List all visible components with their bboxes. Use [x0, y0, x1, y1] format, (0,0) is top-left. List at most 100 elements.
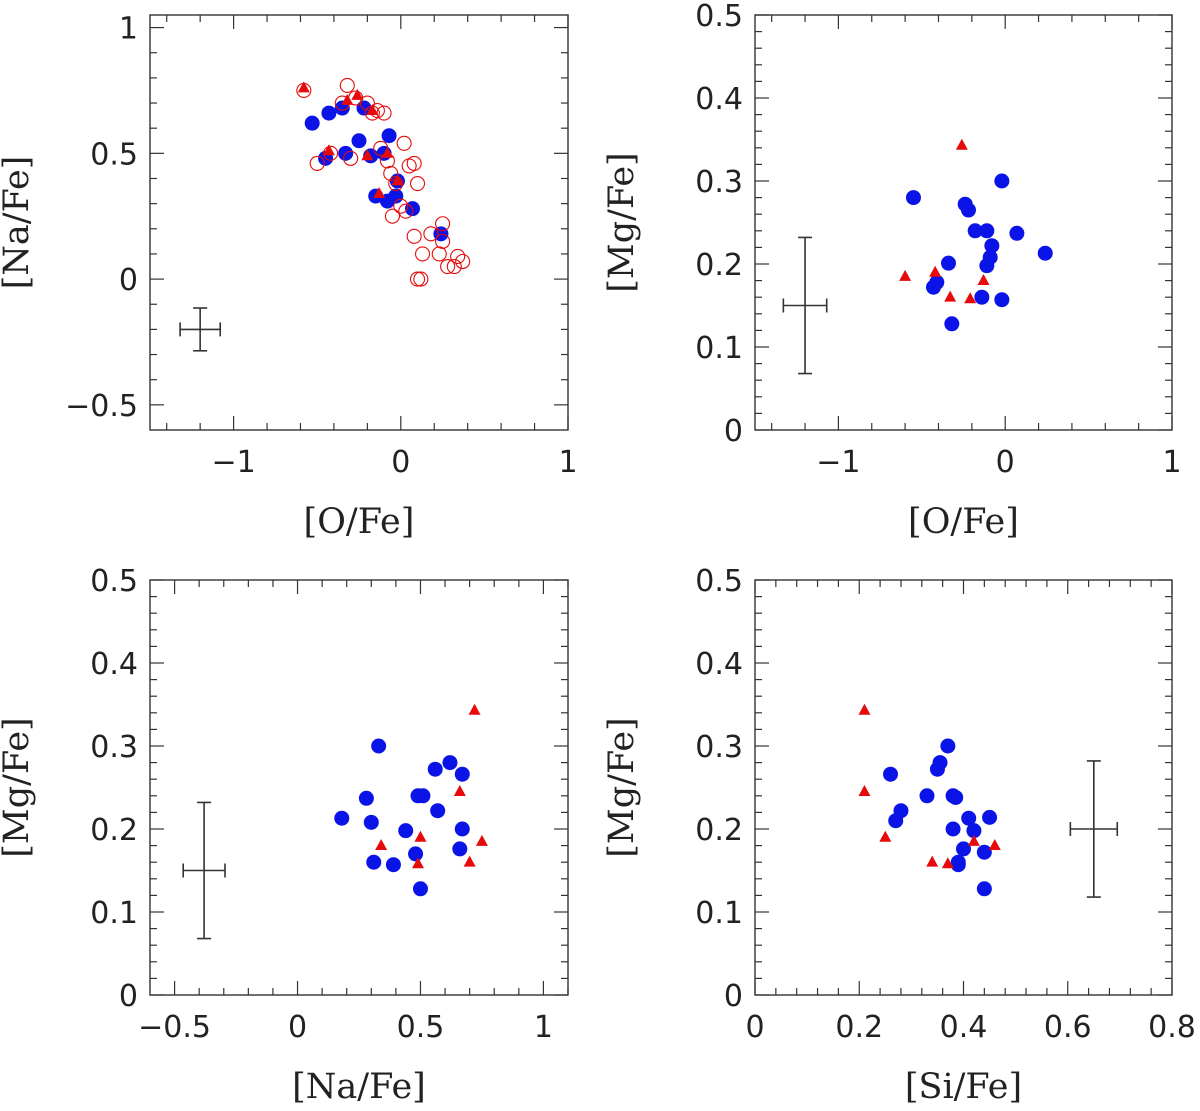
- panel-na-vs-o-open-red-point: [435, 216, 451, 232]
- panel-na-vs-o-blue-point: [321, 105, 337, 121]
- panel-mg-vs-o-frame: [754, 14, 1173, 431]
- panel-mg-vs-na-red-triangle: [463, 855, 476, 867]
- panel-mg-vs-o-y-tick-label: 0.1: [695, 331, 743, 366]
- panel-mg-vs-si-blue-point: [940, 738, 956, 754]
- panel-mg-vs-si-blue-point: [976, 881, 992, 897]
- panel-mg-vs-o-y-tick-label: 0: [724, 414, 743, 449]
- panel-na-vs-o-open-red-point: [406, 155, 422, 171]
- panel-mg-vs-si-blue-point: [945, 821, 961, 837]
- panel-mg-vs-si-blue-point: [982, 809, 998, 825]
- panel-mg-vs-na-red-triangle: [412, 857, 425, 869]
- panel-mg-vs-na-blue-point: [427, 761, 443, 777]
- panel-mg-vs-na-red-triangle: [468, 703, 481, 715]
- panel-na-vs-o-open-red-point: [309, 155, 325, 171]
- panel-na-vs-o-error-bar: [179, 307, 222, 352]
- panel-mg-vs-o-red-triangle: [955, 138, 968, 150]
- panel-na-vs-o-open-red-point: [398, 203, 414, 219]
- panel-mg-vs-na-red-triangle: [475, 834, 488, 846]
- panel-mg-vs-si-blue-point: [961, 810, 977, 826]
- panel-mg-vs-na-blue-point: [363, 814, 379, 830]
- panel-mg-vs-o-blue-point: [994, 173, 1010, 189]
- panel-mg-vs-na-y-tick-label: 0.5: [90, 564, 138, 599]
- panel-na-vs-o-open-red-point: [384, 208, 400, 224]
- panel-mg-vs-si-frame: [754, 579, 1173, 996]
- panel-mg-vs-na-y-tick-label: 0: [119, 979, 138, 1014]
- panel-mg-vs-si: 0 0.2 0.4 0.6 0.8 0 0.1 0.2 0.3 0.4 0.5 [Si/Fe] [Mg/…: [602, 564, 1196, 1107]
- panel-mg-vs-o-y-tick-label: 0.2: [695, 248, 743, 283]
- panel-na-vs-o-open-red-point: [359, 95, 375, 111]
- panel-na-vs-o-red-triangle: [361, 149, 374, 161]
- panel-na-vs-o-open-red-point: [406, 228, 422, 244]
- panel-mg-vs-si-red-triangle: [988, 839, 1001, 850]
- panel-mg-vs-na-red-triangle: [414, 830, 427, 842]
- panel-mg-vs-si-red-triangle: [967, 834, 980, 846]
- panel-mg-vs-si-x-axis-label: [Si/Fe]: [905, 1067, 1022, 1107]
- panel-mg-vs-o-y-tick-label: 0.4: [695, 82, 743, 117]
- panel-mg-vs-o-red-triangle: [944, 290, 957, 302]
- panel-mg-vs-na-red-triangle: [453, 785, 466, 797]
- panel-mg-vs-o-y-axis-label: [Mg/Fe]: [602, 152, 642, 292]
- panel-na-vs-o-open-red-point: [343, 150, 359, 166]
- panel-mg-vs-o-blue-point: [974, 289, 990, 305]
- panel-na-vs-o-red-triangle: [381, 146, 394, 158]
- panel-mg-vs-o-blue-point: [944, 316, 960, 332]
- panel-na-vs-o-open-red-point: [388, 175, 404, 192]
- panel-mg-vs-si-blue-point: [950, 857, 966, 873]
- panel-na-vs-o-open-red-point: [396, 135, 412, 151]
- panel-na-vs-o-red-triangle: [373, 186, 386, 198]
- panel-na-vs-o-open-red-point: [455, 253, 471, 270]
- panel-mg-vs-o-x-axis-label: [O/Fe]: [908, 502, 1019, 542]
- panel-mg-vs-o-x-tick-label: 0: [996, 445, 1015, 480]
- panel-mg-vs-si-red-triangle: [926, 855, 939, 867]
- panel-mg-vs-o-red-triangle: [977, 274, 990, 285]
- panel-mg-vs-si-y-axis-label: [Mg/Fe]: [602, 717, 642, 857]
- panel-mg-vs-o-blue-point: [929, 274, 945, 290]
- panel-mg-vs-si-blue-point: [956, 841, 971, 857]
- panel-mg-vs-si-x-tick-label: 0: [745, 1010, 764, 1045]
- panel-mg-vs-o-x-tick-label: −1: [816, 445, 860, 480]
- panel-na-vs-o-y-tick-label: 1: [119, 12, 138, 47]
- panel-mg-vs-na-blue-point: [442, 755, 458, 771]
- panel-na-vs-o-open-red-point: [440, 258, 456, 275]
- panel-mg-vs-na-y-tick-label: 0.2: [90, 813, 138, 848]
- panel-mg-vs-na-blue-point: [412, 881, 428, 897]
- panel-mg-vs-si-blue-point: [966, 823, 982, 839]
- panel-mg-vs-na-blue-point: [385, 857, 401, 873]
- panel-na-vs-o-red-triangle: [391, 174, 404, 186]
- panel-mg-vs-na-error-bar: [182, 801, 226, 940]
- panel-mg-vs-si-error-bar: [1069, 760, 1119, 898]
- panel-na-vs-o-open-red-point: [414, 246, 431, 262]
- panel-na-vs-o-red-triangle: [341, 93, 354, 105]
- panel-mg-vs-si-x-tick-label: 0.6: [1044, 1010, 1092, 1045]
- panel-mg-vs-na-x-tick-label: 1: [534, 1010, 553, 1045]
- panel-na-vs-o-blue-point: [381, 128, 397, 144]
- panel-mg-vs-o: −1 0 1 0 0.1 0.2 0.3 0.4 0.5 [O/Fe] [Mg/Fe]: [602, 0, 1182, 542]
- panel-na-vs-o-blue-point: [351, 133, 367, 149]
- panel-mg-vs-na-x-axis-label: [Na/Fe]: [292, 1067, 426, 1107]
- panel-mg-vs-si-red-triangle: [879, 830, 892, 842]
- panel-mg-vs-na: −0.5 0 0.5 100.10.20.30.40.5[Na/Fe][Mg/Fe]: [0, 564, 569, 1107]
- panel-mg-vs-na-blue-point: [430, 803, 446, 819]
- panel-na-vs-o-x-tick-label: 1: [558, 445, 577, 480]
- panel-mg-vs-o-red-triangle: [964, 292, 977, 304]
- panel-mg-vs-na-blue-point: [452, 841, 468, 857]
- panel-mg-vs-o-blue-point: [905, 190, 921, 206]
- panel-mg-vs-na-blue-point: [415, 788, 431, 804]
- panel-mg-vs-na-blue-point: [398, 823, 414, 839]
- panel-mg-vs-na-blue-point: [408, 846, 424, 862]
- panel-mg-vs-na-blue-point: [358, 790, 374, 806]
- panel-na-vs-o-y-axis-label: [Na/Fe]: [0, 156, 37, 290]
- panel-mg-vs-na-blue-point: [371, 738, 387, 754]
- panel-na-vs-o-open-red-point: [431, 246, 447, 262]
- panel-na-vs-o-y-tick-label: −0.5: [65, 389, 138, 424]
- panel-mg-vs-si-x-tick-label: 0.8: [1148, 1010, 1196, 1045]
- panel-mg-vs-na-x-tick-label: 0: [288, 1010, 307, 1045]
- panel-mg-vs-si-x-tick-label: 0.2: [835, 1010, 883, 1045]
- panel-mg-vs-o-blue-point: [982, 249, 998, 265]
- panel-mg-vs-si-blue-point: [883, 766, 899, 782]
- panel-mg-vs-si-x-tick-label: 0.4: [940, 1010, 988, 1045]
- panel-na-vs-o-open-red-point: [409, 271, 426, 287]
- panel-mg-vs-na-y-tick-label: 0.3: [90, 730, 138, 765]
- panel-na-vs-o-red-triangle: [322, 144, 335, 156]
